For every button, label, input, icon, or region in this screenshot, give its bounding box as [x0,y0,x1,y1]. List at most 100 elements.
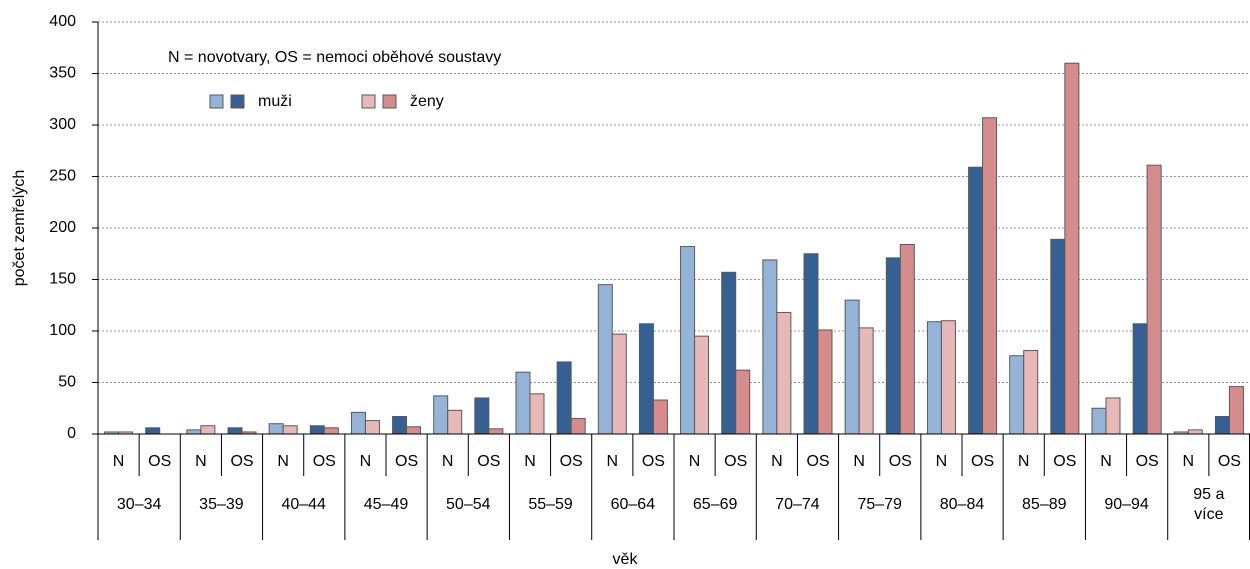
x-axis-title: věk [613,551,639,568]
x-subcategory-label: OS [642,453,665,470]
bar [433,395,449,435]
x-subcategory-label: OS [148,453,171,470]
bar [776,311,792,435]
bar [556,361,572,435]
bar [350,411,366,435]
x-subcategory-label: N [1018,453,1030,470]
x-subcategory-label: N [936,453,948,470]
x-subcategory-label: N [113,453,125,470]
bar [1023,350,1039,435]
bar [638,323,654,435]
y-tick-label: 350 [49,65,76,82]
bar [735,369,751,435]
y-tick-label: 0 [67,425,76,442]
x-category-label: 90–94 [1104,496,1149,513]
x-category-label: 35–39 [199,496,244,513]
legend-swatch [361,94,376,109]
bar [899,243,915,435]
legend-swatch [382,94,397,109]
bar [309,425,325,435]
bar [1009,355,1025,435]
x-category-label: 75–79 [857,496,902,513]
bar [762,259,778,435]
bar [200,425,216,435]
legend-swatch [230,94,245,109]
y-tick-label: 300 [49,116,76,133]
y-tick-label: 50 [58,374,76,391]
y-tick-label: 400 [49,13,76,30]
bar [1064,62,1080,435]
x-subcategory-label: N [853,453,865,470]
x-category-label: 60–64 [610,496,656,513]
x-category-label: 95 a více [1193,486,1225,523]
bar [406,426,422,435]
x-subcategory-label: OS [230,453,253,470]
bar [1187,429,1203,435]
x-subcategory-label: OS [1218,453,1241,470]
legend-label: ženy [410,93,444,110]
bar [529,393,545,435]
bar [268,423,284,435]
bar [858,327,874,435]
bar [447,409,463,435]
bar [1105,397,1121,435]
x-subcategory-label: OS [971,453,994,470]
bar [968,166,984,435]
x-subcategory-label: N [524,453,536,470]
y-tick-label: 150 [49,271,76,288]
bar [1228,386,1244,435]
x-category-label: 30–34 [116,496,162,513]
x-subcategory-label: N [1100,453,1112,470]
bar [597,284,613,435]
x-category-label: 55–59 [528,496,573,513]
x-category-label: 85–89 [1022,496,1067,513]
x-subcategory-label: N [195,453,207,470]
x-subcategory-label: N [689,453,701,470]
bar [652,399,668,435]
x-category-label: 40–44 [281,496,326,513]
bar [1146,164,1162,435]
x-subcategory-label: OS [1053,453,1076,470]
x-category-label: 70–74 [775,496,820,513]
y-axis-title: počet zemřelých [11,170,28,287]
bar [186,429,202,435]
bar [694,335,710,435]
x-subcategory-label: OS [395,453,418,470]
bar [982,117,998,435]
bar [227,427,243,435]
bar [323,427,339,435]
annotation: N = novotvary, OS = nemoci oběhové soust… [168,49,501,66]
y-tick-label: 200 [49,219,76,236]
bar [680,246,696,435]
bar [817,329,833,435]
x-category-label: 65–69 [692,496,738,513]
bar [844,299,860,435]
bar [515,371,531,435]
x-category-label: 45–49 [363,496,409,513]
x-subcategory-label: OS [1136,453,1159,470]
bar [611,333,627,435]
legend-swatch [209,94,224,109]
x-subcategory-label: N [277,453,289,470]
bar [885,257,901,435]
bar [570,418,586,435]
bar [721,271,737,435]
x-category-label: 80–84 [939,496,985,513]
x-subcategory-label: N [1183,453,1195,470]
bar [364,420,380,435]
bar [474,397,490,435]
bar [488,428,504,435]
bar [392,415,408,435]
x-category-label: 50–54 [446,496,491,513]
x-subcategory-label: N [771,453,783,470]
legend-label: muži [258,93,292,110]
x-subcategory-label: OS [724,453,747,470]
x-subcategory-label: N [442,453,454,470]
bar [145,427,161,435]
x-subcategory-label: OS [313,453,336,470]
bar [803,253,819,435]
bar [926,321,942,435]
bar [1091,407,1107,435]
